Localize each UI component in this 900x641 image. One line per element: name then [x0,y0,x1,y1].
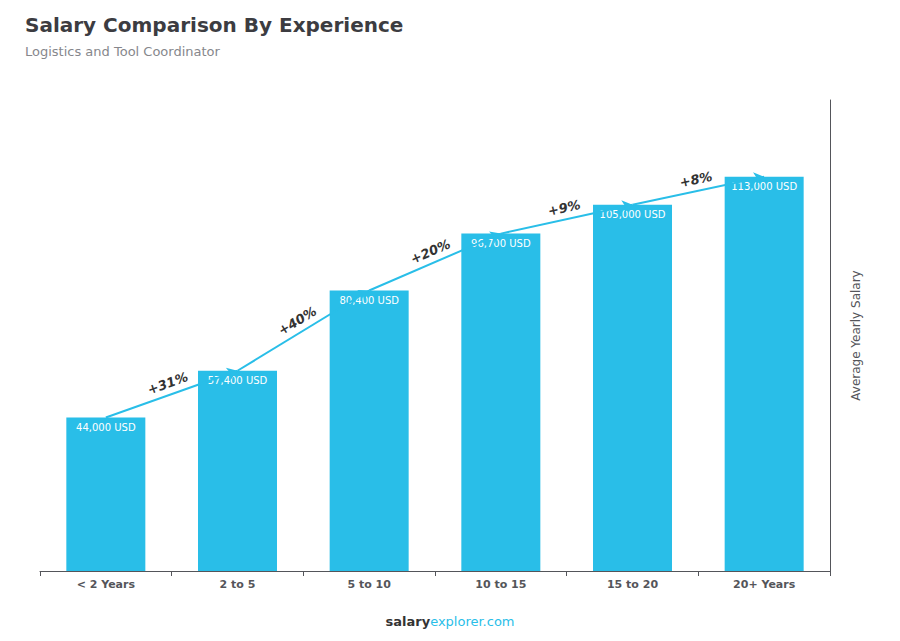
svg-text:80,400 USD: 80,400 USD [339,295,399,306]
svg-text:+8%: +8% [678,169,713,190]
svg-text:15 to 20: 15 to 20 [607,578,658,591]
svg-text:+9%: +9% [546,197,581,219]
svg-text:+40%: +40% [276,303,320,338]
svg-text:explorer.com: explorer.com [430,614,514,629]
svg-text:10 to 15: 10 to 15 [475,578,526,591]
svg-text:Salary Comparison By Experienc: Salary Comparison By Experience [25,13,403,37]
svg-text:96,700 USD: 96,700 USD [471,238,531,250]
svg-text:5 to 10: 5 to 10 [347,578,391,591]
svg-text:+31%: +31% [146,369,191,397]
svg-text:44,000 USD: 44,000 USD [76,422,136,433]
svg-text:113,000 USD: 113,000 USD [731,181,797,192]
svg-text:2 to 5: 2 to 5 [220,578,256,591]
svg-text:Logistics and Tool Coordinator: Logistics and Tool Coordinator [25,44,221,59]
svg-text:57,400 USD: 57,400 USD [208,375,268,386]
svg-text:20+ Years: 20+ Years [733,578,796,591]
svg-text:105,000 USD: 105,000 USD [600,209,666,220]
svg-text:< 2 Years: < 2 Years [77,578,136,591]
svg-text:salary: salary [385,614,430,629]
svg-text:Average Yearly Salary: Average Yearly Salary [849,270,863,400]
svg-text:+20%: +20% [408,236,453,266]
